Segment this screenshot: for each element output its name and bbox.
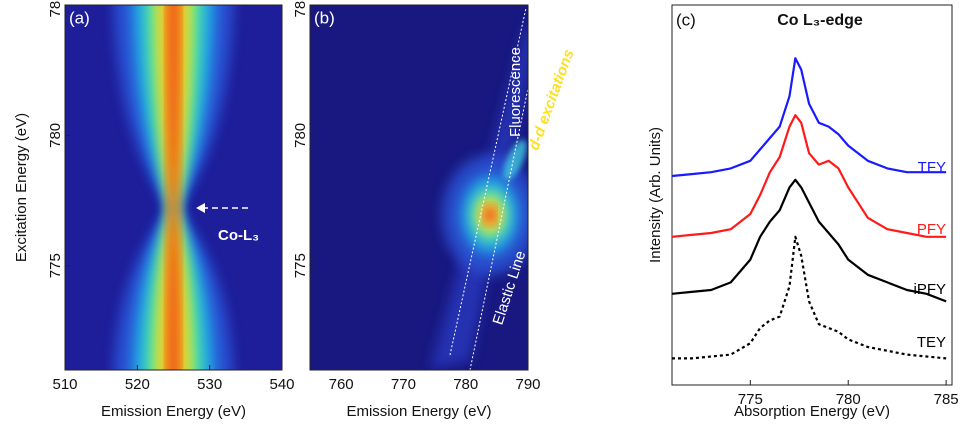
spectrum-line (671, 57, 947, 178)
x-axis-label: Emission Energy (eV) (346, 403, 491, 420)
y-axis-label: Excitation Energy (eV) (13, 113, 30, 262)
annotation: Co-L₃ (218, 227, 259, 244)
x-tick-label: 540 (269, 376, 294, 393)
x-tick-label: 780 (836, 391, 861, 408)
y-tick-label: 780 (292, 123, 309, 148)
elastic-guide (449, 7, 527, 356)
y-tick-label: 785 (292, 0, 309, 18)
chart-title: Co L₃-edge (777, 12, 863, 29)
plot-frame (309, 4, 529, 371)
x-tick-label: 520 (125, 376, 150, 393)
panel-label: (c) (676, 10, 696, 29)
spectrum-line (671, 114, 947, 238)
series-label: TEY (917, 334, 946, 351)
y-tick-label: 775 (292, 253, 309, 278)
panel-label: (a) (69, 8, 90, 27)
x-tick-label: 775 (738, 391, 763, 408)
spectrum-line (671, 178, 947, 303)
spectrum-line (672, 235, 947, 360)
y-axis-label: Intensity (Arb. Units) (647, 127, 664, 263)
y-tick-label: 780 (47, 123, 64, 148)
y-tick-label: 775 (47, 253, 64, 278)
x-tick-label: 785 (934, 391, 959, 408)
x-axis-label: Absorption Energy (eV) (734, 403, 890, 420)
panel-label: (b) (314, 8, 335, 27)
plot-frame (64, 4, 283, 371)
series-label: iPFY (913, 281, 946, 298)
intensity-blob (503, 139, 527, 181)
series-label: TFY (918, 159, 946, 176)
annotation: Fluorescence (507, 47, 524, 137)
plot-frame (671, 4, 953, 386)
intensity-band (168, 5, 179, 370)
y-tick-label: 785 (47, 0, 64, 18)
x-tick-label: 770 (391, 376, 416, 393)
x-tick-label: 780 (453, 376, 478, 393)
x-tick-label: 760 (329, 376, 354, 393)
x-tick-label: 510 (52, 376, 77, 393)
intensity-blob (486, 208, 494, 222)
x-tick-label: 530 (197, 376, 222, 393)
arrow-head (196, 203, 205, 213)
x-tick-label: 790 (515, 376, 540, 393)
heatmap-image (310, 5, 528, 370)
series-label: PFY (917, 221, 946, 238)
x-axis-label: Emission Energy (eV) (101, 403, 246, 420)
heatmap-image (65, 5, 282, 370)
